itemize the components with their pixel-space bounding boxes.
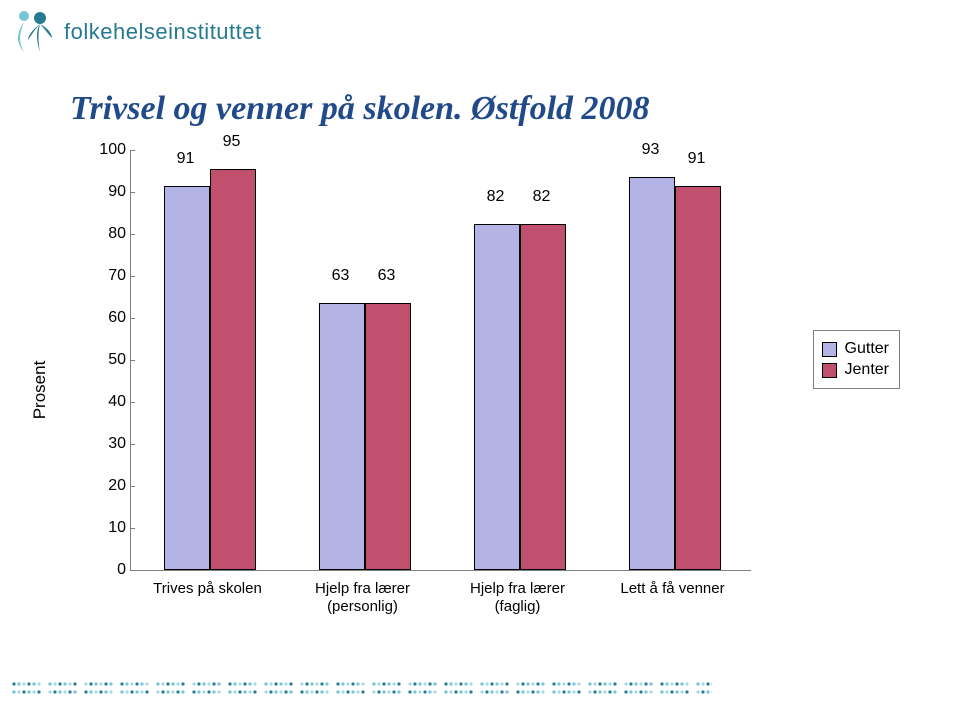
y-tick: 80	[91, 225, 126, 243]
bar	[675, 186, 721, 570]
y-tick: 30	[91, 435, 126, 453]
bar	[319, 303, 365, 570]
chart-title: Trivsel og venner på skolen. Østfold 200…	[70, 90, 650, 128]
x-tick-label: Hjelp fra lærer(faglig)	[440, 580, 595, 616]
legend-item: Gutter	[822, 340, 889, 358]
bar-chart: Prosent 01020304050607080901009195636382…	[60, 150, 890, 630]
x-tick-label: Trives på skolen	[130, 580, 285, 598]
legend-label: Gutter	[845, 340, 889, 358]
bar-value-label: 95	[210, 133, 254, 151]
x-tick-label: Hjelp fra lærer(personlig)	[285, 580, 440, 616]
bar	[474, 224, 520, 570]
footer-dots-icon	[12, 678, 712, 702]
bar-group: 9195	[131, 150, 286, 570]
y-tick: 90	[91, 183, 126, 201]
y-tick: 60	[91, 309, 126, 327]
bar-value-label: 93	[629, 141, 673, 159]
y-tick: 40	[91, 393, 126, 411]
legend: Gutter Jenter	[813, 330, 900, 389]
bar-value-label: 91	[675, 150, 719, 168]
bar	[365, 303, 411, 570]
y-tick: 100	[91, 141, 126, 159]
y-tick: 50	[91, 351, 126, 369]
y-tick: 70	[91, 267, 126, 285]
bar-value-label: 82	[474, 188, 518, 206]
bar	[164, 186, 210, 570]
x-tick-label: Lett å få venner	[595, 580, 750, 598]
bar-group: 6363	[286, 150, 441, 570]
y-tick: 0	[91, 561, 126, 579]
y-tick: 10	[91, 519, 126, 537]
bar	[629, 177, 675, 570]
bar-group: 9391	[596, 150, 751, 570]
bar-value-label: 91	[164, 150, 208, 168]
bar	[210, 169, 256, 570]
x-axis-labels: Trives på skolenHjelp fra lærer(personli…	[130, 580, 750, 640]
brand-logo: folkehelseinstituttet	[10, 8, 262, 56]
bar	[520, 224, 566, 570]
legend-swatch-icon	[822, 363, 837, 378]
logo-mark-icon	[10, 8, 58, 56]
legend-swatch-icon	[822, 342, 837, 357]
legend-item: Jenter	[822, 361, 889, 379]
bar-value-label: 63	[365, 267, 409, 285]
y-tick: 20	[91, 477, 126, 495]
plot-area: 01020304050607080901009195636382829391	[130, 150, 751, 571]
y-axis-label: Prosent	[30, 361, 50, 420]
brand-name: folkehelseinstituttet	[64, 19, 262, 45]
bar-value-label: 82	[520, 188, 564, 206]
bar-value-label: 63	[319, 267, 363, 285]
page: folkehelseinstituttet Trivsel og venner …	[0, 0, 960, 714]
legend-label: Jenter	[845, 361, 889, 379]
bar-group: 8282	[441, 150, 596, 570]
